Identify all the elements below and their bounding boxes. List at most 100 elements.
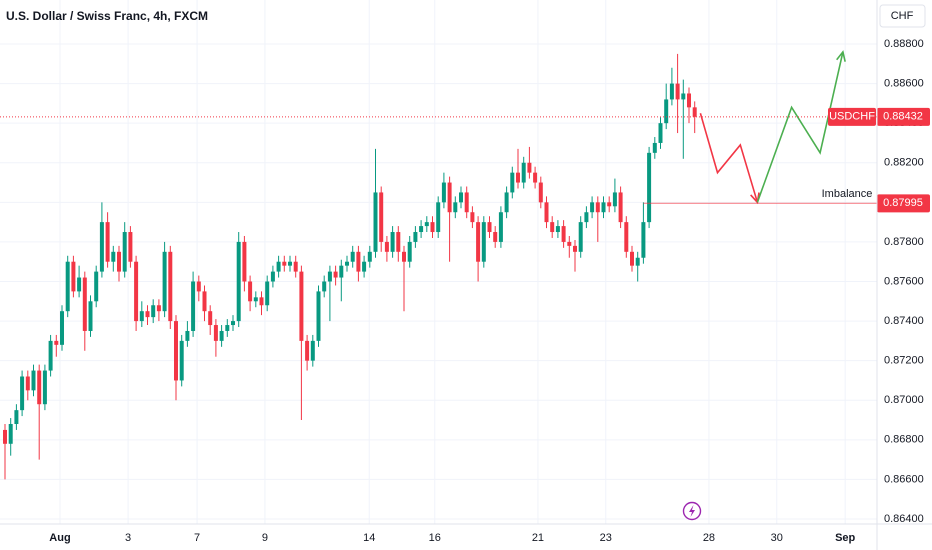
candle-body <box>635 257 640 266</box>
candle-body <box>339 265 344 278</box>
candle-body <box>202 291 207 312</box>
candle-body <box>111 251 116 262</box>
candle-body <box>37 370 42 405</box>
candle-body <box>71 261 76 292</box>
projection-line <box>756 51 844 203</box>
symbol-label: USDCHF <box>829 111 875 123</box>
currency-button[interactable] <box>879 4 926 28</box>
candle-body <box>82 277 87 331</box>
x-tick-label: 28 <box>703 532 715 544</box>
candle-body <box>236 241 241 322</box>
y-tick-label: 0.86800 <box>884 434 924 446</box>
y-tick-label: 0.87200 <box>884 355 924 367</box>
candle-body <box>94 271 99 302</box>
candle-body <box>413 232 418 242</box>
candle-body <box>333 271 338 278</box>
x-tick-label: 14 <box>363 532 375 544</box>
x-tick-label: 16 <box>429 532 441 544</box>
candle-body <box>77 277 82 292</box>
candle-body <box>248 281 253 302</box>
candle-body <box>145 311 150 318</box>
candle-body <box>162 251 167 312</box>
candle-body <box>510 172 515 193</box>
candle-body <box>402 251 406 262</box>
candle-body <box>139 311 144 322</box>
candle-body <box>128 232 133 262</box>
candle-body <box>14 410 19 424</box>
candle-body <box>105 222 110 262</box>
imbalance-price: 0.87995 <box>883 197 923 209</box>
overlay: 0.86400 0.86600 0.86800 0.87000 0.87200 0.874… <box>0 38 930 544</box>
candle-body <box>213 325 218 341</box>
candle-body <box>476 222 481 262</box>
candle-body <box>373 192 378 252</box>
candle-body <box>208 311 213 326</box>
candle-body <box>265 281 270 306</box>
y-tick-label: 0.87000 <box>884 394 924 406</box>
candle-body <box>310 340 315 361</box>
candle-body <box>42 370 47 405</box>
candle-body <box>464 192 469 213</box>
y-tick-label: 0.87800 <box>884 236 924 248</box>
candle-body <box>618 192 623 223</box>
candle-body <box>544 202 549 223</box>
candle-body <box>282 261 287 266</box>
candle-body <box>424 222 429 227</box>
candle-body <box>390 232 395 252</box>
candle-body <box>595 202 600 213</box>
candle-body <box>630 251 634 266</box>
candle-body <box>516 172 520 183</box>
candle-body <box>692 107 697 117</box>
candle-body <box>590 202 595 213</box>
x-tick-label: 23 <box>600 532 612 544</box>
candle-body <box>185 330 190 341</box>
candle-body <box>550 222 555 233</box>
candle-body <box>521 162 526 183</box>
grid <box>0 0 877 524</box>
candle-body <box>447 182 452 213</box>
candle-body <box>168 251 173 322</box>
marks <box>3 53 697 480</box>
candle-body <box>48 340 53 371</box>
candle-body <box>117 251 121 272</box>
y-tick-label: 0.86600 <box>884 473 924 485</box>
candle-body <box>681 93 686 100</box>
candle-body <box>527 162 532 173</box>
currency-label[interactable]: CHF <box>891 10 914 22</box>
candle-body <box>191 281 196 331</box>
imbalance-price-tag <box>877 194 930 213</box>
candle-body <box>122 232 127 272</box>
x-tick-label: 21 <box>532 532 544 544</box>
candle-body <box>669 83 674 100</box>
candle-body <box>367 251 372 262</box>
candle-body <box>407 241 412 262</box>
candle-body <box>345 261 349 266</box>
candle-body <box>419 226 424 233</box>
candle-body <box>658 123 663 143</box>
candle-body <box>54 340 59 345</box>
candle-body <box>470 212 475 223</box>
candle-body <box>219 330 224 341</box>
candle-body <box>270 271 275 282</box>
candle-body <box>316 291 321 341</box>
candle-body <box>350 251 355 262</box>
candle-body <box>687 93 691 108</box>
candle-body <box>231 321 235 326</box>
event-icon[interactable] <box>682 501 702 521</box>
candle-body <box>555 226 560 233</box>
candle-body <box>436 202 441 233</box>
candle-body <box>504 192 509 213</box>
candle-body <box>196 281 201 292</box>
candle-body <box>487 222 492 233</box>
candle-body <box>578 222 583 252</box>
symbol-tag <box>828 107 876 126</box>
candle-body <box>327 271 332 282</box>
candle-body <box>151 305 156 318</box>
candle-body <box>65 261 70 312</box>
candle-body <box>481 222 486 262</box>
candle-body <box>8 424 13 444</box>
candle-body <box>225 325 230 331</box>
candle-body <box>664 99 669 124</box>
price-tag <box>877 107 930 126</box>
candle-body <box>305 340 310 361</box>
